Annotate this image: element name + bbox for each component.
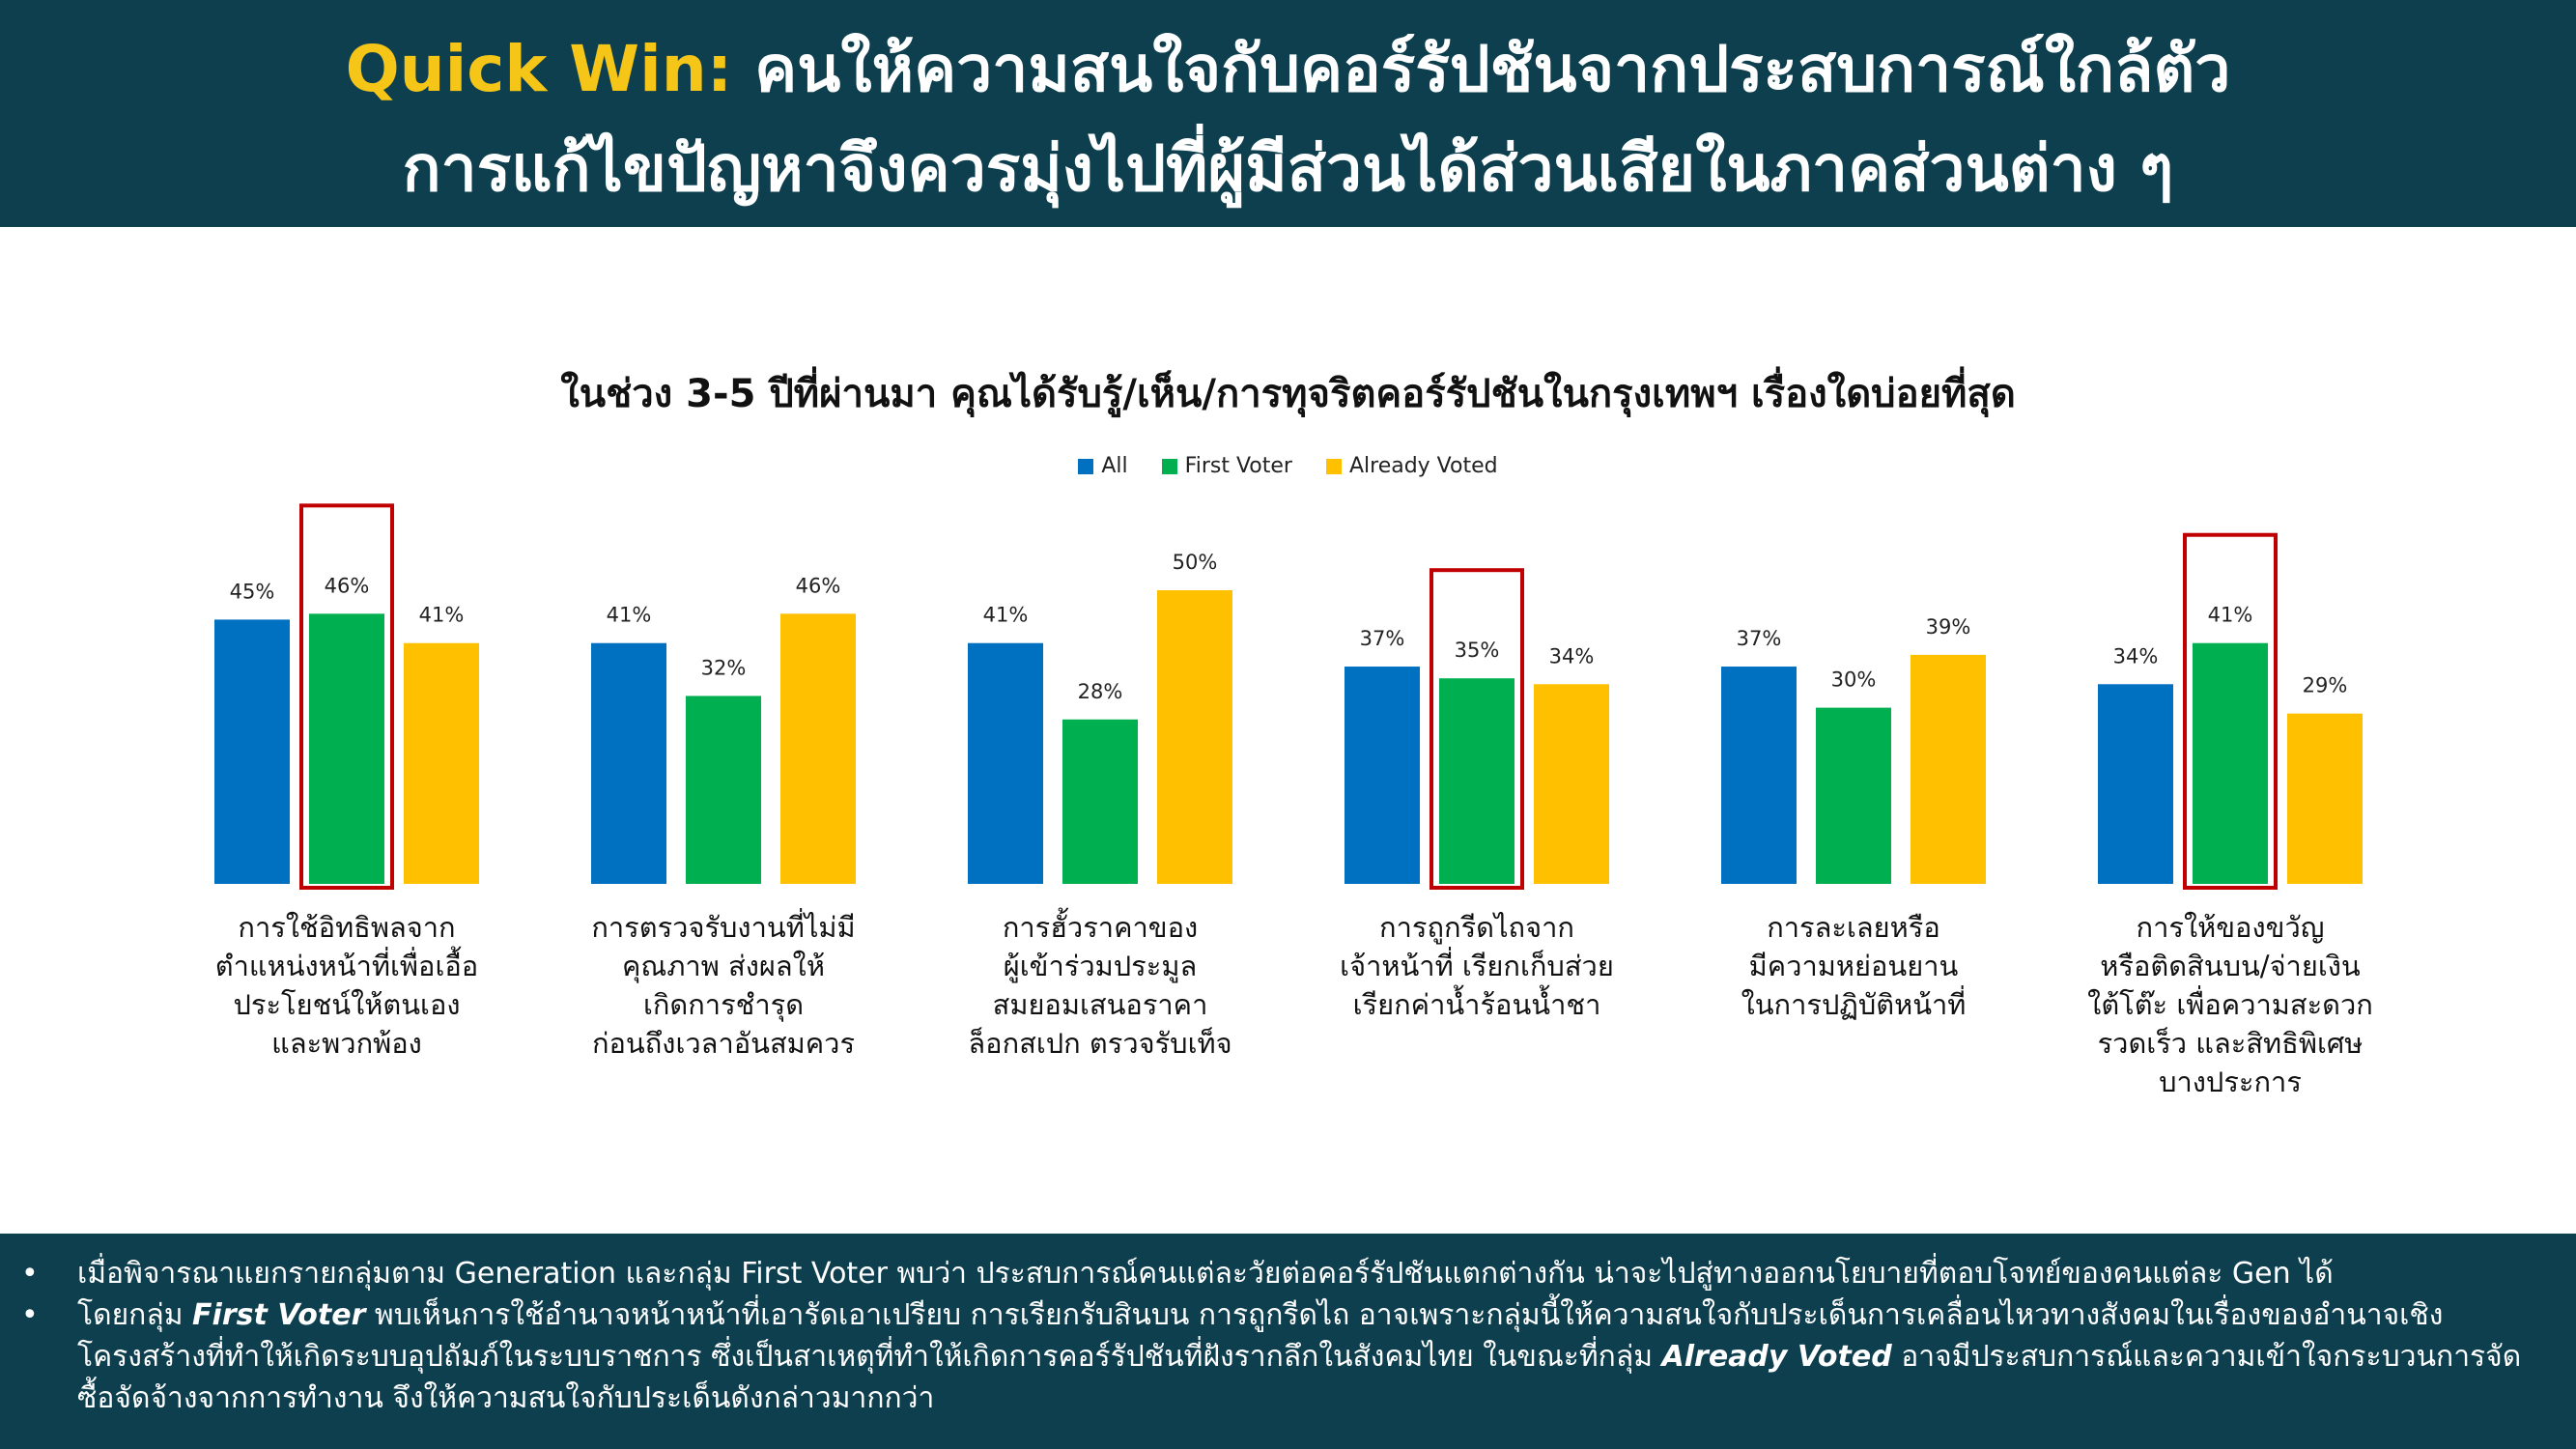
footer-already-voted-emphasis: Already Voted bbox=[1661, 1340, 1892, 1374]
legend-swatch-all bbox=[1078, 459, 1094, 474]
bar-all-2 bbox=[968, 642, 1043, 884]
bar-value-label: 28% bbox=[1078, 680, 1123, 703]
footer-bullet-2-text-a: โดยกลุ่ม bbox=[77, 1298, 193, 1332]
bar-value-label: 41% bbox=[607, 604, 652, 627]
bar-value-label: 41% bbox=[983, 604, 1029, 627]
category-label-line: ผู้เข้าร่วมประมูล bbox=[1003, 950, 1198, 982]
legend-swatch-already-voted bbox=[1325, 459, 1342, 474]
category-label-line: ใต้โต๊ะ เพื่อความสะดวก bbox=[2087, 988, 2373, 1021]
bar-value-label: 45% bbox=[230, 580, 275, 603]
footer-bullet-1-text: เมื่อพิจารณาแยกรายกลุ่มตาม Generation แล… bbox=[77, 1257, 2334, 1291]
bar-value-label: 37% bbox=[1737, 627, 1782, 650]
bar-already-voted-3 bbox=[1534, 684, 1609, 884]
legend-label-first-voter: First Voter bbox=[1184, 454, 1292, 478]
bar-value-label: 46% bbox=[325, 574, 370, 597]
category-label-line: การตรวจรับงานที่ไม่มี bbox=[591, 911, 856, 944]
highlight-box bbox=[299, 503, 394, 890]
bar-value-label: 37% bbox=[1360, 627, 1405, 650]
bar-already-voted-0 bbox=[404, 642, 479, 884]
bar-value-label: 50% bbox=[1173, 551, 1218, 574]
category-label: การละเลยหรือมีความหย่อนยานในการปฏิบัติหน… bbox=[1694, 908, 2013, 1024]
bar-value-label: 34% bbox=[2113, 644, 2159, 668]
category-label-line: เกิดการชำรุด bbox=[642, 988, 805, 1021]
legend-swatch-first-voter bbox=[1161, 459, 1177, 474]
category-label-line: รวดเร็ว และสิทธิพิเศษ bbox=[2097, 1027, 2364, 1060]
category-label-line: เจ้าหน้าที่ เรียกเก็บส่วย bbox=[1340, 950, 1614, 982]
bar-value-label: 30% bbox=[1831, 668, 1877, 692]
category-label-line: ในการปฏิบัติหน้าที่ bbox=[1741, 988, 1967, 1021]
category-label-line: การฮั้วราคาของ bbox=[1002, 911, 1199, 944]
bar-first-voter-0 bbox=[309, 613, 384, 884]
category-label-line: และพวกพ้อง bbox=[271, 1027, 422, 1060]
category-label: การให้ของขวัญหรือติดสินบน/จ่ายเงินใต้โต๊… bbox=[2071, 908, 2390, 1101]
bar-all-5 bbox=[2098, 684, 2173, 884]
header-title-line1: Quick Win: คนให้ความสนใจกับคอร์รัปชันจาก… bbox=[0, 21, 2576, 118]
chart-title: ในช่วง 3-5 ปีที่ผ่านมา คุณได้รับรู้/เห็น… bbox=[560, 372, 2016, 416]
highlight-box bbox=[2183, 532, 2278, 890]
bar-already-voted-5 bbox=[2287, 713, 2363, 884]
legend-label-already-voted: Already Voted bbox=[1348, 454, 1498, 478]
footer-bullet-2: โดยกลุ่ม First Voter พบเห็นการใช้อำนาจหน… bbox=[21, 1294, 2557, 1419]
bar-first-voter-5 bbox=[2193, 642, 2268, 884]
bar-already-voted-1 bbox=[780, 613, 856, 884]
bar-all-4 bbox=[1721, 667, 1797, 884]
category-label-line: คุณภาพ ส่งผลให้ bbox=[622, 950, 825, 982]
category-label: การฮั้วราคาของผู้เข้าร่วมประมูลสมยอมเสนอ… bbox=[941, 908, 1260, 1063]
category-label-line: มีความหย่อนยาน bbox=[1748, 950, 1959, 982]
category-label-line: การละเลยหรือ bbox=[1767, 911, 1940, 944]
bar-all-0 bbox=[214, 619, 290, 884]
header-title-line2: การแก้ไขปัญหาจึงควรมุ่งไปที่ผู้มีส่วนได้… bbox=[402, 131, 2174, 206]
legend-item-first-voter: First Voter bbox=[1161, 454, 1292, 478]
header-banner: Quick Win: คนให้ความสนใจกับคอร์รัปชันจาก… bbox=[0, 0, 2576, 227]
category-label-line: เรียกค่าน้ำร้อนน้ำชา bbox=[1352, 988, 1601, 1021]
bar-value-label: 32% bbox=[701, 656, 747, 679]
category-label: การตรวจรับงานที่ไม่มีคุณภาพ ส่งผลให้เกิด… bbox=[564, 908, 883, 1063]
header-title-rest: คนให้ความสนใจกับคอร์รัปชันจากประสบการณ์ใ… bbox=[732, 32, 2231, 106]
highlight-box bbox=[1430, 568, 1524, 890]
bar-value-label: 41% bbox=[2208, 604, 2253, 627]
category-label: การถูกรีดไถจากเจ้าหน้าที่ เรียกเก็บส่วยเ… bbox=[1317, 908, 1636, 1024]
footer-notes: เมื่อพิจารณาแยกรายกลุ่มตาม Generation แล… bbox=[0, 1234, 2576, 1449]
category-label-line: ก่อนถึงเวลาอันสมควร bbox=[591, 1027, 856, 1060]
category-label: การใช้อิทธิพลจากตำแหน่งหน้าที่เพื่อเอื้อ… bbox=[187, 908, 506, 1063]
bar-already-voted-4 bbox=[1911, 654, 1986, 884]
bar-first-voter-4 bbox=[1816, 707, 1891, 884]
category-label-line: สมยอมเสนอราคา bbox=[992, 988, 1208, 1021]
bar-chart: 45% 46% 41% 41% 32% 46% 41% 28% 50% 37% 35% 34% 37% 3… bbox=[214, 503, 2363, 890]
bar-first-voter-2 bbox=[1062, 719, 1138, 884]
category-label-line: บางประการ bbox=[2159, 1065, 2302, 1098]
quick-win-highlight: Quick Win: bbox=[345, 32, 733, 106]
bar-value-label: 46% bbox=[796, 574, 841, 597]
chart-legend: All First Voter Already Voted bbox=[0, 454, 2576, 478]
bar-value-label: 34% bbox=[1549, 644, 1595, 668]
category-label-line: การให้ของขวัญ bbox=[2136, 911, 2325, 944]
footer-bullet-1: เมื่อพิจารณาแยกรายกลุ่มตาม Generation แล… bbox=[21, 1253, 2557, 1294]
footer-bullet-2-text-b: พบเห็นการใช้อำนาจหน้าหน้าที่เอารัดเอาเปร… bbox=[77, 1298, 2444, 1374]
bar-all-1 bbox=[591, 642, 666, 884]
bar-first-voter-3 bbox=[1439, 678, 1514, 884]
bar-value-label: 41% bbox=[419, 604, 465, 627]
bar-already-voted-2 bbox=[1157, 590, 1232, 884]
bar-value-label: 35% bbox=[1455, 639, 1500, 662]
bar-value-label: 39% bbox=[1926, 615, 1971, 639]
footer-bullet-2-text-c: อาจมีประสบการณ์และความเข้าใจกระบวนการจัด… bbox=[77, 1340, 2522, 1415]
bar-value-label: 29% bbox=[2303, 674, 2348, 697]
legend-label-all: All bbox=[1101, 454, 1128, 478]
legend-item-already-voted: Already Voted bbox=[1325, 454, 1498, 478]
category-label-line: การใช้อิทธิพลจาก bbox=[238, 911, 456, 944]
category-label-line: ล็อกสเปก ตรวจรับเท็จ bbox=[968, 1027, 1232, 1060]
category-label-line: หรือติดสินบน/จ่ายเงิน bbox=[2100, 950, 2361, 982]
category-label-line: ประโยชน์ให้ตนเอง bbox=[233, 988, 461, 1021]
bar-first-voter-1 bbox=[686, 696, 761, 884]
legend-item-all: All bbox=[1078, 454, 1128, 478]
category-label-line: การถูกรีดไถจาก bbox=[1379, 911, 1574, 944]
bar-all-3 bbox=[1345, 667, 1420, 884]
category-label-line: ตำแหน่งหน้าที่เพื่อเอื้อ bbox=[214, 950, 479, 982]
footer-first-voter-emphasis: First Voter bbox=[192, 1298, 366, 1332]
